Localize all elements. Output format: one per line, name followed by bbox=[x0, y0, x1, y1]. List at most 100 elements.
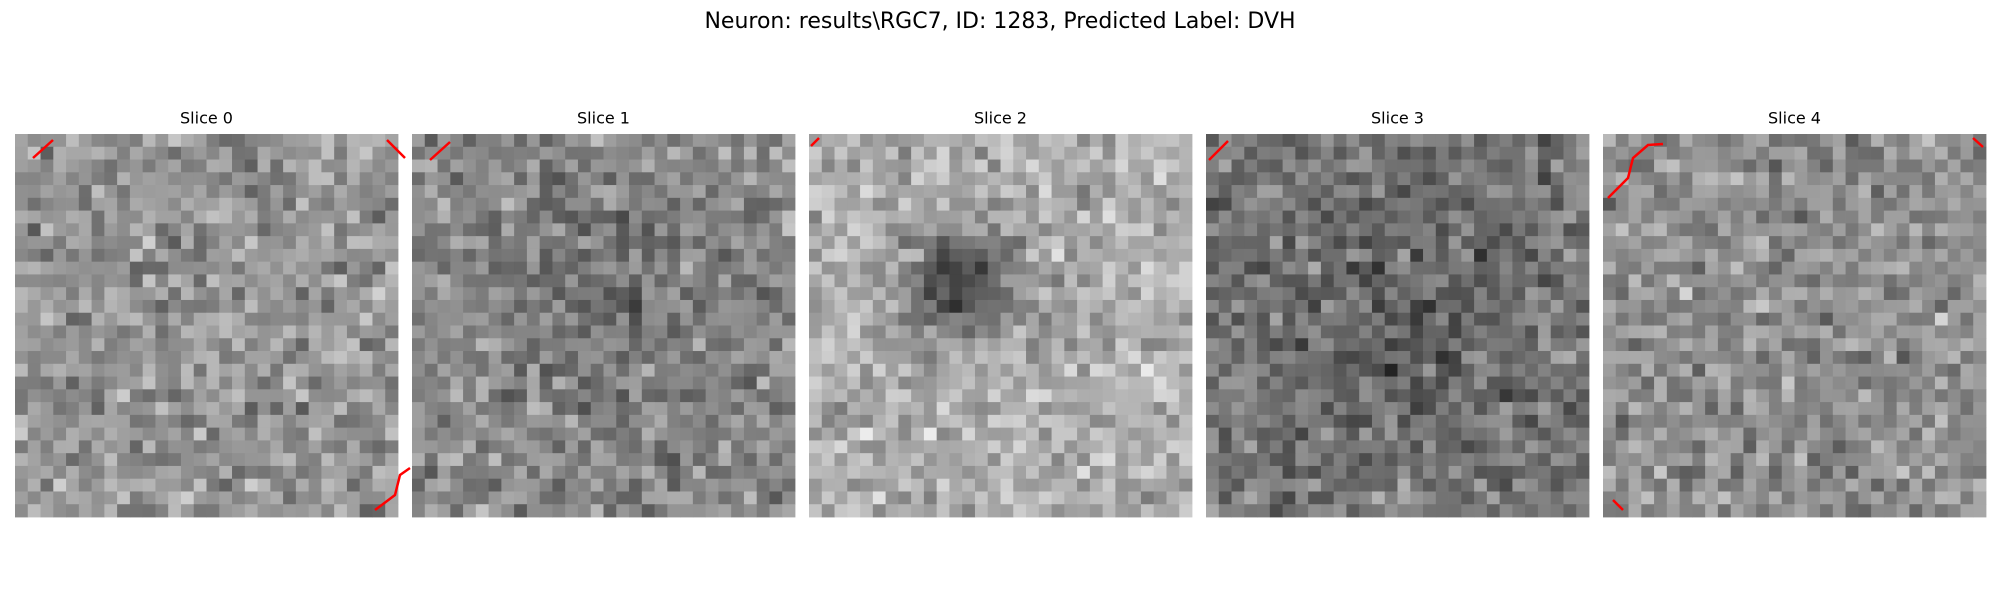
pixel bbox=[936, 491, 950, 505]
pixel bbox=[1231, 491, 1245, 505]
pixel bbox=[603, 159, 617, 173]
pixel bbox=[321, 504, 335, 518]
pixel bbox=[1064, 504, 1078, 518]
pixel bbox=[962, 453, 976, 467]
pixel bbox=[1883, 223, 1898, 237]
pixel bbox=[463, 312, 477, 326]
pixel bbox=[1807, 504, 1821, 518]
pixel bbox=[1768, 453, 1783, 467]
pixel bbox=[1153, 338, 1167, 352]
pixel bbox=[501, 325, 515, 339]
pixel bbox=[949, 185, 963, 199]
pixel bbox=[860, 197, 874, 211]
pixel bbox=[40, 261, 54, 275]
pixel bbox=[232, 210, 246, 224]
pixel bbox=[437, 504, 451, 518]
pixel bbox=[1128, 261, 1142, 275]
pixel bbox=[1013, 465, 1027, 480]
pixel bbox=[283, 389, 297, 403]
contour bbox=[374, 466, 411, 511]
pixel bbox=[1026, 274, 1040, 288]
pixel bbox=[1410, 312, 1424, 326]
pixel bbox=[1603, 376, 1617, 390]
pixel bbox=[936, 376, 950, 390]
pixel bbox=[1244, 312, 1258, 326]
pixel bbox=[1013, 504, 1027, 518]
pixel bbox=[911, 465, 925, 480]
pixel bbox=[463, 159, 477, 173]
pixel bbox=[809, 351, 823, 365]
pixel bbox=[1679, 440, 1693, 454]
pixel bbox=[450, 440, 464, 454]
pixel bbox=[78, 248, 92, 263]
pixel bbox=[860, 185, 874, 199]
pixel bbox=[424, 159, 438, 173]
pixel bbox=[577, 236, 592, 250]
pixel bbox=[1934, 261, 1949, 275]
pixel bbox=[53, 414, 67, 429]
pixel bbox=[1140, 172, 1155, 186]
pixel bbox=[1883, 146, 1898, 160]
pixel bbox=[1435, 504, 1449, 518]
pixel bbox=[308, 210, 322, 224]
pixel bbox=[1909, 440, 1923, 454]
pixel bbox=[743, 134, 758, 148]
pixel bbox=[718, 261, 732, 275]
pixel bbox=[974, 261, 989, 275]
pixel bbox=[232, 389, 246, 403]
pixel bbox=[1000, 427, 1014, 441]
pixel bbox=[1077, 172, 1091, 186]
pixel bbox=[66, 248, 80, 263]
pixel bbox=[1896, 197, 1910, 211]
pixel bbox=[1781, 504, 1795, 518]
pixel bbox=[424, 491, 438, 505]
pixel bbox=[731, 287, 745, 301]
pixel bbox=[1537, 223, 1552, 237]
pixel bbox=[1295, 376, 1309, 390]
pixel bbox=[66, 440, 80, 454]
panel: Slice 0 bbox=[15, 109, 411, 518]
pixel bbox=[346, 197, 361, 211]
pixel bbox=[641, 440, 655, 454]
pixel bbox=[974, 465, 989, 480]
pixel bbox=[1295, 146, 1309, 160]
pixel bbox=[1807, 440, 1821, 454]
pixel bbox=[1153, 491, 1167, 505]
pixel bbox=[654, 146, 668, 160]
pixel bbox=[501, 274, 515, 288]
pixel bbox=[1679, 363, 1693, 377]
pixel bbox=[885, 312, 899, 326]
pixel bbox=[1320, 185, 1335, 199]
pixel bbox=[552, 325, 566, 339]
pixel bbox=[1960, 504, 1974, 518]
pixel bbox=[743, 197, 758, 211]
pixel bbox=[206, 338, 220, 352]
pixel bbox=[1026, 287, 1040, 301]
pixel bbox=[898, 453, 912, 467]
pixel bbox=[206, 389, 220, 403]
pixel bbox=[1499, 325, 1513, 339]
pixel bbox=[475, 453, 489, 467]
pixel bbox=[641, 427, 655, 441]
pixel bbox=[577, 465, 592, 480]
pixel bbox=[1794, 427, 1808, 441]
pixel bbox=[1013, 389, 1027, 403]
pixel bbox=[1896, 134, 1910, 148]
pixel bbox=[450, 363, 464, 377]
pixel bbox=[1089, 197, 1104, 211]
pixel bbox=[514, 453, 528, 467]
pixel bbox=[705, 146, 719, 160]
pixel bbox=[1346, 453, 1360, 467]
pixel bbox=[577, 325, 592, 339]
pixel bbox=[1537, 440, 1552, 454]
pixel bbox=[1820, 134, 1834, 148]
pixel bbox=[1794, 236, 1808, 250]
pixel bbox=[1077, 248, 1091, 263]
pixel bbox=[1692, 465, 1706, 480]
pixel bbox=[962, 261, 976, 275]
pixel bbox=[206, 504, 220, 518]
pixel bbox=[219, 159, 233, 173]
pixel bbox=[1423, 414, 1437, 429]
pixel bbox=[91, 440, 105, 454]
pixel bbox=[1743, 465, 1757, 480]
